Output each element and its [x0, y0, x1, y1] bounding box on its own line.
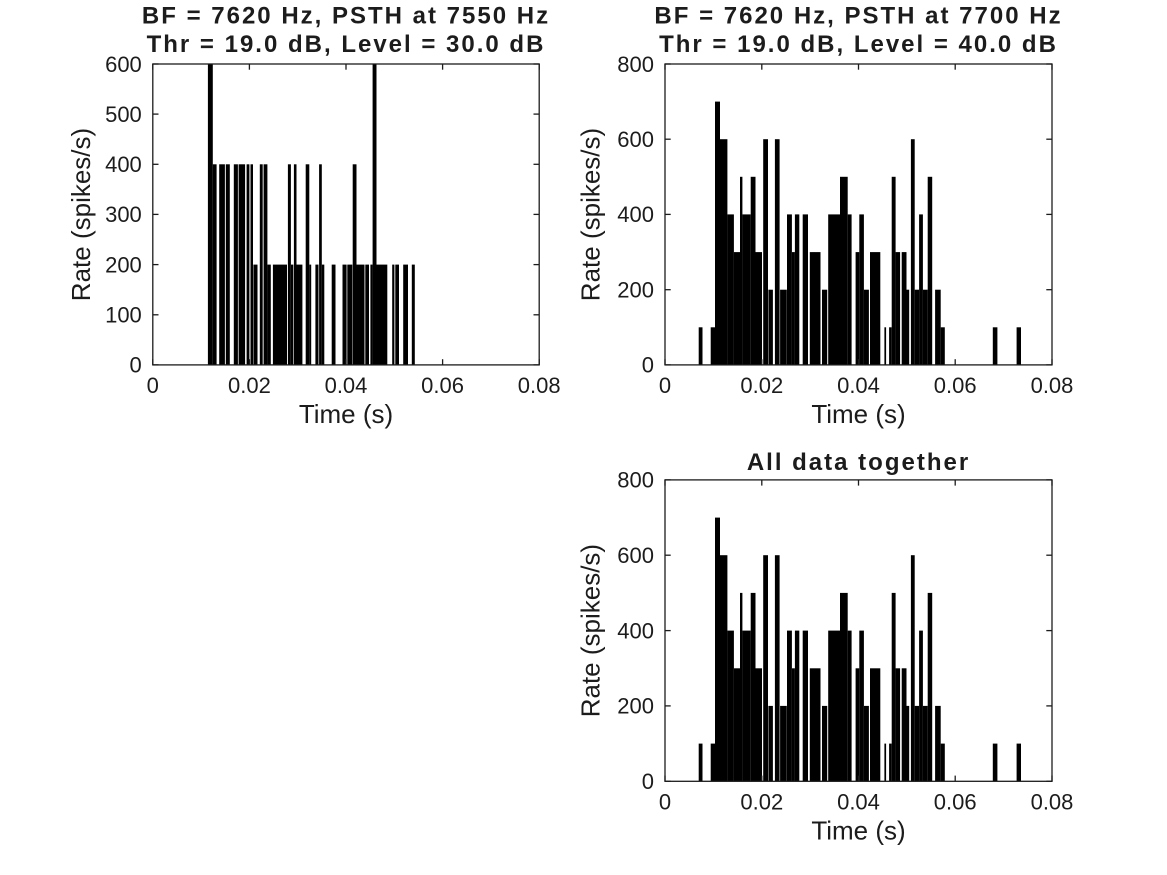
svg-text:0.08: 0.08: [1031, 790, 1074, 815]
svg-text:800: 800: [617, 468, 654, 493]
svg-text:0.04: 0.04: [325, 373, 368, 398]
svg-text:0.08: 0.08: [518, 373, 561, 398]
svg-text:Rate (spikes/s): Rate (spikes/s): [576, 544, 606, 717]
svg-text:Time (s): Time (s): [811, 399, 905, 429]
svg-text:200: 200: [105, 252, 142, 277]
svg-text:Time (s): Time (s): [811, 816, 905, 846]
svg-text:800: 800: [617, 52, 654, 77]
svg-text:0.06: 0.06: [934, 373, 977, 398]
svg-text:0: 0: [642, 353, 654, 378]
svg-text:0.02: 0.02: [740, 373, 783, 398]
svg-text:0: 0: [659, 790, 671, 815]
svg-text:100: 100: [105, 303, 142, 328]
svg-text:400: 400: [617, 618, 654, 643]
svg-text:0.08: 0.08: [1031, 373, 1074, 398]
svg-text:600: 600: [105, 52, 142, 77]
svg-text:Rate (spikes/s): Rate (spikes/s): [66, 128, 96, 301]
svg-text:All data together: All data together: [747, 449, 970, 476]
svg-text:Time (s): Time (s): [299, 399, 393, 429]
svg-text:500: 500: [105, 102, 142, 127]
svg-text:BF = 7620 Hz, PSTH at 7700 Hz: BF = 7620 Hz, PSTH at 7700 Hz: [654, 3, 1062, 30]
svg-text:0.02: 0.02: [228, 373, 271, 398]
svg-text:400: 400: [105, 152, 142, 177]
svg-text:0.04: 0.04: [837, 790, 880, 815]
svg-text:600: 600: [617, 543, 654, 568]
svg-text:Rate (spikes/s): Rate (spikes/s): [576, 128, 606, 301]
svg-text:0: 0: [130, 353, 142, 378]
svg-text:200: 200: [617, 278, 654, 303]
svg-text:Thr = 19.0 dB, Level = 40.0 dB: Thr = 19.0 dB, Level = 40.0 dB: [659, 31, 1058, 58]
svg-text:200: 200: [617, 694, 654, 719]
svg-text:Thr = 19.0 dB, Level = 30.0 dB: Thr = 19.0 dB, Level = 30.0 dB: [147, 31, 546, 58]
svg-text:0: 0: [659, 373, 671, 398]
svg-text:0: 0: [147, 373, 159, 398]
svg-text:600: 600: [617, 127, 654, 152]
svg-text:300: 300: [105, 202, 142, 227]
svg-text:0.02: 0.02: [740, 790, 783, 815]
svg-text:0.04: 0.04: [837, 373, 880, 398]
svg-text:BF = 7620 Hz, PSTH at 7550 Hz: BF = 7620 Hz, PSTH at 7550 Hz: [142, 3, 550, 30]
svg-text:400: 400: [617, 202, 654, 227]
svg-text:0.06: 0.06: [421, 373, 464, 398]
svg-text:0: 0: [642, 769, 654, 794]
svg-text:0.06: 0.06: [934, 790, 977, 815]
